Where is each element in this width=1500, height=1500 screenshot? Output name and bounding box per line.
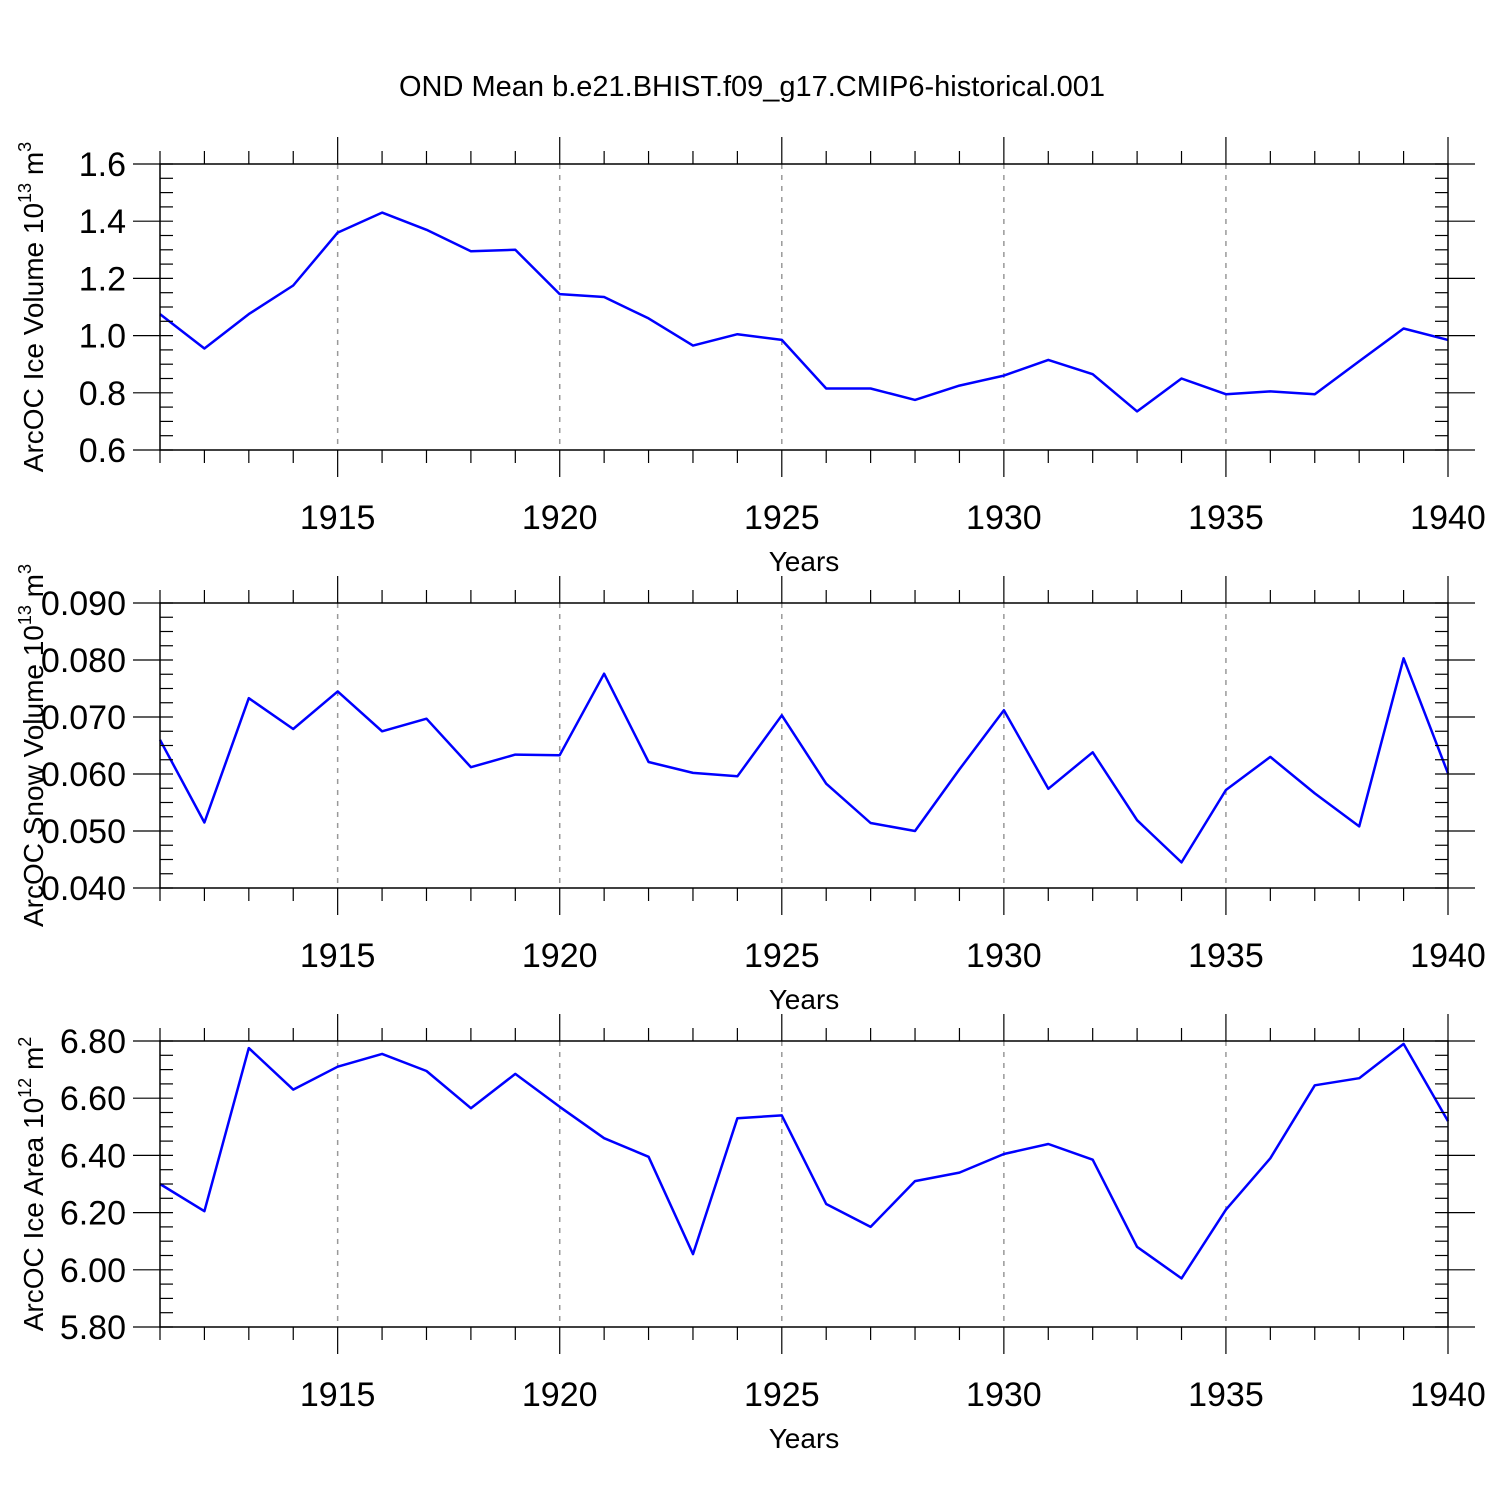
panel-middle: 0.040 0.050 0.060 0.070 0.080 0.090 1915 1920 19… bbox=[15, 564, 1486, 1015]
panel-top-x-tick-label: 1935 bbox=[1188, 499, 1264, 537]
panel-bottom-series-line bbox=[159, 1042, 1450, 1280]
panel-middle-y-tick-label: 0.090 bbox=[41, 585, 126, 623]
panel-top-series-line bbox=[159, 211, 1449, 413]
panel-middle-y-axis-label-main: ArcOC Snow Volume 10 bbox=[18, 625, 49, 927]
panel-top-y-axis-label-exponent: 13 bbox=[15, 183, 35, 203]
panel-middle-y-axis-label-exponent: 13 bbox=[15, 605, 35, 625]
panel-bottom-x-tick-label: 1915 bbox=[300, 1376, 376, 1414]
panel-bottom-x-tick-label: 1935 bbox=[1188, 1376, 1264, 1414]
panel-top-y-tick-label: 1.2 bbox=[79, 260, 126, 298]
panel-bottom-x-tick-label: 1920 bbox=[522, 1376, 598, 1414]
panel-middle-y-tick-label: 0.080 bbox=[41, 642, 126, 680]
panel-bottom: 5.80 6.00 6.20 6.40 6.60 6.80 1915 1920 1925 1930… bbox=[15, 1014, 1486, 1454]
panel-bottom-y-tick-label: 6.60 bbox=[60, 1080, 126, 1118]
panel-top-y-axis-label: ArcOC Ice Volume 1013 m3 bbox=[15, 142, 49, 472]
panel-top-x-axis-label: Years bbox=[769, 546, 840, 577]
panel-top-y-tick-label: 0.8 bbox=[79, 375, 126, 413]
panel-middle-x-tick-label: 1935 bbox=[1188, 937, 1264, 975]
panel-middle-x-tick-label: 1930 bbox=[966, 937, 1042, 975]
panel-bottom-y-tick-label: 6.20 bbox=[60, 1195, 126, 1233]
panel-middle-x-tick-label: 1915 bbox=[300, 937, 376, 975]
panel-middle-x-tick-label: 1925 bbox=[744, 937, 820, 975]
panel-bottom-y-tick-label: 5.80 bbox=[60, 1309, 126, 1347]
panel-middle-x-tick-label: 1920 bbox=[522, 937, 598, 975]
panel-middle-series-line bbox=[158, 657, 1450, 864]
panel-top-x-tick-label: 1920 bbox=[522, 499, 598, 537]
panel-bottom-x-axis-label: Years bbox=[769, 1423, 840, 1454]
panel-bottom-y-axis-label-exponent: 12 bbox=[15, 1078, 35, 1098]
panel-bottom-y-tick-label: 6.80 bbox=[60, 1023, 126, 1061]
panel-top: 0.6 0.8 1.0 1.2 1.4 1.6 1915 1920 1925 1930 1935 19… bbox=[15, 137, 1486, 577]
panel-top-x-tick-label: 1925 bbox=[744, 499, 820, 537]
panel-top-y-axis-label-main: ArcOC Ice Volume 10 bbox=[18, 203, 49, 472]
panel-bottom-y-tick-label: 6.40 bbox=[60, 1137, 126, 1175]
panel-bottom-x-tick-label: 1940 bbox=[1410, 1376, 1486, 1414]
panel-middle-x-tick-label: 1940 bbox=[1410, 937, 1486, 975]
figure-title: OND Mean b.e21.BHIST.f09_g17.CMIP6-histo… bbox=[399, 71, 1105, 103]
panel-bottom-y-axis-label: ArcOC Ice Area 1012 m2 bbox=[15, 1037, 49, 1332]
panel-bottom-y-axis-label-unit: m bbox=[18, 1047, 49, 1078]
panel-middle-y-axis-label-unit: m bbox=[18, 574, 49, 605]
panel-top-y-tick-label: 1.6 bbox=[79, 146, 126, 184]
panel-top-y-axis-label-unit: m bbox=[18, 152, 49, 183]
panel-bottom-x-tick-label: 1925 bbox=[744, 1376, 820, 1414]
panels: 0.6 0.8 1.0 1.2 1.4 1.6 1915 1920 1925 1930 1935 19… bbox=[15, 137, 1486, 1454]
panel-bottom-y-tick-label: 6.00 bbox=[60, 1252, 126, 1290]
panel-middle-y-tick-label: 0.070 bbox=[41, 699, 126, 737]
panel-top-x-tick-label: 1915 bbox=[300, 499, 376, 537]
panel-middle-y-tick-label: 0.060 bbox=[41, 756, 126, 794]
panel-top-y-tick-label: 1.0 bbox=[79, 318, 126, 356]
panel-top-y-axis-label-unit-exponent: 3 bbox=[15, 142, 35, 152]
panel-top-x-tick-label: 1930 bbox=[966, 499, 1042, 537]
panel-middle-y-axis-label-unit-exponent: 3 bbox=[15, 564, 35, 574]
panel-bottom-y-axis-label-unit-exponent: 2 bbox=[15, 1037, 35, 1047]
panel-bottom-y-axis-label-main: ArcOC Ice Area 10 bbox=[18, 1098, 49, 1331]
panel-middle-y-tick-label: 0.040 bbox=[41, 870, 126, 908]
panel-middle-y-axis-label: ArcOC Snow Volume 1013 m3 bbox=[15, 564, 49, 927]
panel-top-x-tick-label: 1940 bbox=[1410, 499, 1486, 537]
panel-bottom-x-tick-label: 1930 bbox=[966, 1376, 1042, 1414]
panel-middle-x-axis-label: Years bbox=[769, 984, 840, 1015]
panel-top-y-tick-label: 0.6 bbox=[79, 432, 126, 470]
panel-top-y-tick-label: 1.4 bbox=[79, 203, 126, 241]
panel-middle-y-tick-label: 0.050 bbox=[41, 813, 126, 851]
